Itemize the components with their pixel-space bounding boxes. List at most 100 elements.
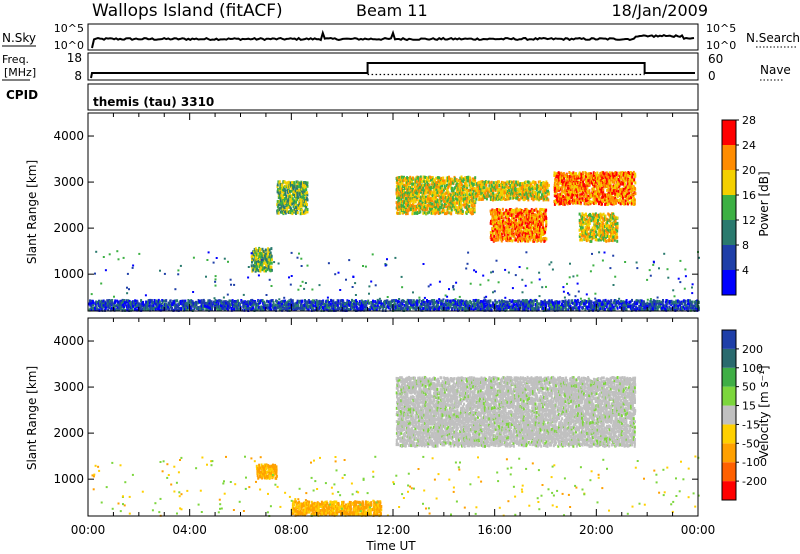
echo-cell (291, 212, 294, 216)
echo-cell (614, 177, 616, 181)
echo-cell (147, 301, 150, 305)
echo-cell (628, 182, 631, 186)
echo-cell (510, 234, 513, 238)
echo-cell (298, 306, 301, 310)
echo-cell (441, 181, 443, 185)
echo-cell (118, 301, 121, 305)
echo-cell (281, 308, 284, 312)
echo-cell (169, 304, 172, 307)
echo-cell (529, 214, 532, 218)
echo-cell (464, 202, 467, 206)
echo-cell (602, 231, 605, 235)
echo-cell (544, 191, 547, 195)
echo-cell (286, 181, 289, 185)
echo-cell (471, 212, 474, 215)
echo-cell (612, 184, 615, 188)
echo-cell (555, 189, 558, 193)
echo-cell (517, 180, 520, 184)
echo-cell (590, 172, 593, 176)
echo-cell (202, 304, 204, 308)
echo-cell (591, 237, 594, 241)
echo-cell (305, 184, 308, 188)
echo-cell (254, 264, 256, 268)
echo-cell (359, 308, 362, 312)
echo-cell (538, 235, 541, 239)
echo-cell (140, 301, 143, 305)
echo-cell (598, 233, 601, 237)
echo-cell (295, 206, 297, 209)
echo-cell (178, 306, 181, 310)
echo-cell (400, 197, 403, 201)
echo-cell (567, 186, 570, 190)
echo-cell (227, 308, 230, 312)
echo-cell (131, 302, 134, 306)
echo-cell (449, 205, 452, 209)
echo-cell (329, 308, 332, 312)
echo-cell (522, 226, 525, 230)
echo-cell (512, 180, 515, 184)
echo-cell (583, 187, 585, 190)
echo-cell (525, 219, 528, 223)
echo-cell (522, 185, 525, 189)
echo-cell (564, 191, 567, 195)
echo-cell (497, 238, 500, 242)
echo-cell (402, 195, 405, 199)
echo-cell (126, 308, 129, 312)
echo-cell (602, 212, 605, 216)
echo-cell (605, 234, 608, 238)
echo-cell (252, 268, 255, 272)
echo-cell (516, 225, 518, 229)
echo-cell (542, 237, 545, 240)
echo-cell (509, 208, 511, 212)
echo-cell (211, 304, 214, 308)
echo-cell (494, 227, 497, 231)
echo-cell (362, 304, 365, 307)
echo-cell (495, 180, 497, 184)
echo-cell (585, 182, 588, 186)
echo-cell (396, 176, 399, 180)
echo-cell (473, 208, 476, 212)
echo-cell (363, 300, 366, 304)
echo-cell (444, 186, 447, 190)
echo-cell (281, 182, 284, 186)
echo-cell (117, 300, 120, 304)
echo-cell (468, 204, 471, 208)
echo-cell (373, 303, 376, 307)
echo-cell (569, 177, 572, 181)
echo-cell (309, 302, 312, 306)
echo-cell (536, 227, 539, 231)
echo-cell (621, 173, 623, 177)
echo-cell (427, 199, 430, 203)
echo-cell (445, 212, 448, 216)
echo-cell (617, 180, 619, 184)
echo-cell (506, 229, 509, 233)
echo-cell (501, 207, 504, 211)
echo-cell (322, 302, 324, 306)
echo-cell (435, 201, 438, 205)
echo-cell (525, 191, 528, 195)
echo-cell (615, 189, 618, 193)
echo-cell (531, 214, 534, 217)
echo-cell (268, 258, 271, 261)
echo-cell (355, 308, 358, 312)
echo-cell (624, 195, 626, 199)
echo-cell (607, 202, 610, 206)
echo-cell (432, 191, 435, 195)
echo-cell (517, 229, 520, 233)
echo-cell (633, 178, 636, 182)
echo-cell (535, 195, 538, 198)
echo-cell (407, 177, 410, 180)
echo-cell (599, 236, 602, 240)
echo-cell (445, 191, 448, 195)
echo-cell (200, 304, 203, 308)
echo-cell (587, 238, 590, 242)
echo-cell (625, 172, 628, 176)
echo-cell (248, 300, 250, 304)
echo-cell (396, 193, 399, 197)
echo-cell (288, 308, 291, 312)
echo-cell (408, 200, 411, 204)
echo-cell (428, 210, 431, 214)
echo-cell (363, 305, 366, 308)
echo-cell (290, 207, 292, 211)
echo-cell (346, 306, 348, 310)
